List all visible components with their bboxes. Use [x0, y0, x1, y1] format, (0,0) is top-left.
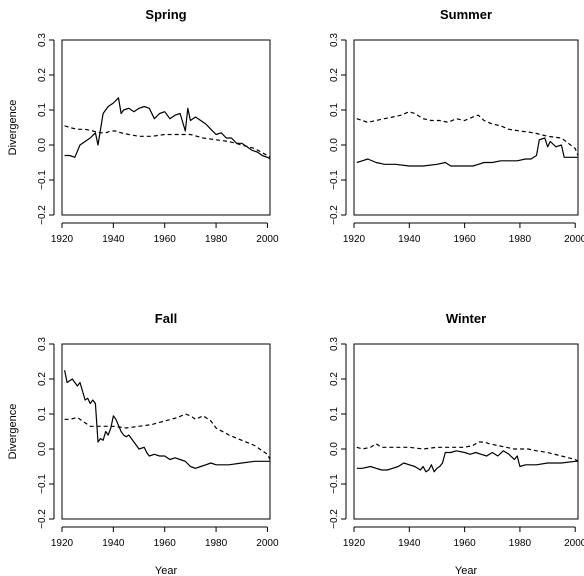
y-tick-label: 0.1 — [37, 407, 48, 421]
panel-title: Fall — [155, 311, 177, 326]
x-tick-label: 1940 — [102, 234, 125, 245]
series-line-solid — [356, 450, 578, 473]
y-tick-label: −0.1 — [37, 474, 48, 494]
x-tick-label: 2000 — [256, 234, 279, 245]
y-tick-label: 0.2 — [37, 372, 48, 386]
panel-winter: Winter 1920 1940 1960 1980 2000 −0.2 −0.1 0.0 0.1… — [329, 311, 584, 576]
x-tick-label: 1960 — [453, 538, 476, 549]
panel-summer: Summer 1920 1940 1960 1980 2000 −0.2 −0.1 0.0 0.1… — [329, 7, 584, 245]
y-tick-label: 0.2 — [329, 68, 340, 82]
y-tick-label: 0.0 — [329, 138, 340, 152]
x-tick-label: 1980 — [509, 234, 532, 245]
x-tick-label: 1960 — [154, 234, 177, 245]
x-tick-label: 1940 — [398, 234, 421, 245]
x-axis-label: Year — [155, 565, 178, 576]
y-tick-label: 0.0 — [37, 138, 48, 152]
x-tick-label: 1980 — [509, 538, 532, 549]
y-tick-label: 0.1 — [329, 103, 340, 117]
y-tick-label: −0.1 — [37, 170, 48, 190]
y-tick-label: −0.2 — [37, 205, 48, 225]
x-tick-label: 1940 — [398, 538, 421, 549]
y-tick-label: 0.3 — [37, 337, 48, 351]
y-axis-label: Divergence — [7, 404, 19, 460]
panel-spring: Spring 1920 1940 1960 1980 2000 −0.2 −0.1 0.0 0.1… — [7, 7, 279, 245]
x-tick-label: 1920 — [51, 538, 74, 549]
y-tick-label: 0.3 — [329, 337, 340, 351]
x-tick-label: 2000 — [256, 538, 279, 549]
x-tick-label: 1960 — [453, 234, 476, 245]
panel-title: Summer — [440, 7, 492, 22]
y-tick-label: 0.2 — [37, 68, 48, 82]
plot-frame — [61, 39, 271, 216]
x-tick-label: 1980 — [205, 234, 228, 245]
series-line-solid — [64, 97, 271, 160]
x-tick-label: 2000 — [564, 538, 584, 549]
panel-title: Winter — [446, 311, 486, 326]
y-tick-label: 0.0 — [37, 442, 48, 456]
plot-frame — [353, 343, 579, 520]
x-tick-label: 2000 — [564, 234, 584, 245]
x-tick-label: 1920 — [343, 538, 366, 549]
series-line-solid — [356, 137, 578, 167]
x-tick-label: 1980 — [205, 538, 228, 549]
series-line-dashed — [64, 125, 271, 158]
y-tick-label: −0.2 — [37, 509, 48, 529]
series-line-dashed — [356, 441, 579, 462]
y-tick-label: 0.1 — [329, 407, 340, 421]
y-tick-label: −0.2 — [329, 509, 340, 529]
y-tick-label: −0.2 — [329, 205, 340, 225]
y-tick-label: −0.1 — [329, 474, 340, 494]
plot-frame — [353, 39, 579, 216]
series-line-dashed — [356, 111, 579, 156]
x-tick-label: 1920 — [343, 234, 366, 245]
y-tick-label: 0.3 — [37, 33, 48, 47]
y-tick-label: 0.0 — [329, 442, 340, 456]
y-axis-label: Divergence — [7, 100, 19, 156]
x-tick-label: 1940 — [102, 538, 125, 549]
x-tick-label: 1960 — [154, 538, 177, 549]
series-line-solid — [64, 370, 270, 469]
y-tick-label: 0.2 — [329, 372, 340, 386]
plot-frame — [61, 343, 271, 520]
panel-fall: Fall 1920 1940 1960 1980 2000 −0.2 −0.1 0.0 0.1 0.… — [7, 311, 279, 576]
x-tick-label: 1920 — [51, 234, 74, 245]
y-tick-label: 0.3 — [329, 33, 340, 47]
y-tick-label: −0.1 — [329, 170, 340, 190]
panel-title: Spring — [145, 7, 186, 22]
y-tick-label: 0.1 — [37, 103, 48, 117]
x-axis-label: Year — [455, 565, 478, 576]
series-line-dashed — [64, 413, 271, 460]
